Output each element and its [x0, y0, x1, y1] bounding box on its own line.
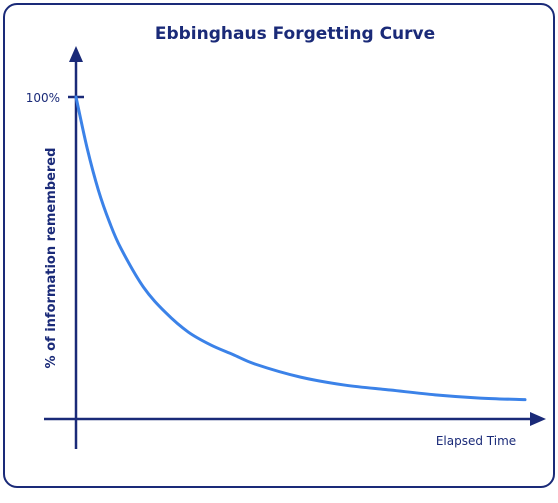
y-axis-label: % of information remembered — [44, 148, 59, 369]
y-axis-arrow-icon — [69, 46, 83, 62]
series-line-0 — [74, 95, 527, 402]
x-axis-label: Elapsed Time — [436, 434, 516, 448]
series-group — [74, 95, 527, 402]
x-axis-arrow-icon — [530, 412, 546, 426]
y-tick-label-100: 100% — [26, 91, 60, 105]
chart-title: Ebbinghaus Forgetting Curve — [155, 24, 435, 44]
chart-frame — [3, 3, 555, 488]
